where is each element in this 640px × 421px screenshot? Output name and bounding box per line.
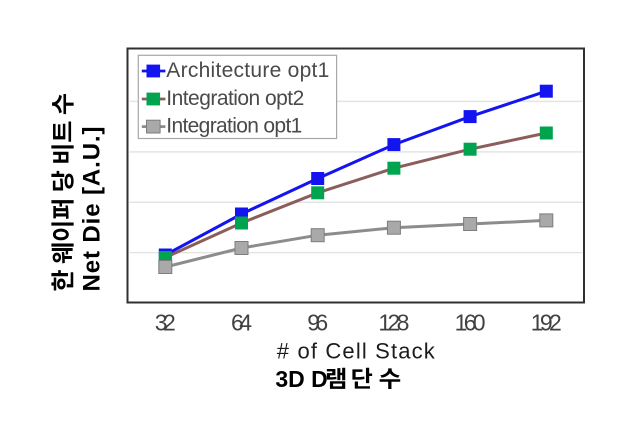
svg-text:Architecture opt1: Architecture opt1 — [166, 59, 329, 82]
svg-text:32: 32 — [155, 310, 176, 336]
svg-text:192: 192 — [531, 310, 562, 336]
svg-text:# of Cell Stack: # of Cell Stack — [277, 339, 436, 364]
svg-text:96: 96 — [307, 310, 328, 336]
svg-text:Net Die [A.U.]: Net Die [A.U.] — [79, 127, 106, 292]
svg-text:3D D: 3D D — [275, 366, 327, 392]
svg-text:Integration opt2: Integration opt2 — [166, 87, 304, 110]
svg-text:Integration opt1: Integration opt1 — [166, 114, 302, 137]
svg-text:160: 160 — [455, 310, 486, 336]
svg-text:64: 64 — [231, 310, 252, 336]
svg-text:128: 128 — [378, 310, 409, 336]
